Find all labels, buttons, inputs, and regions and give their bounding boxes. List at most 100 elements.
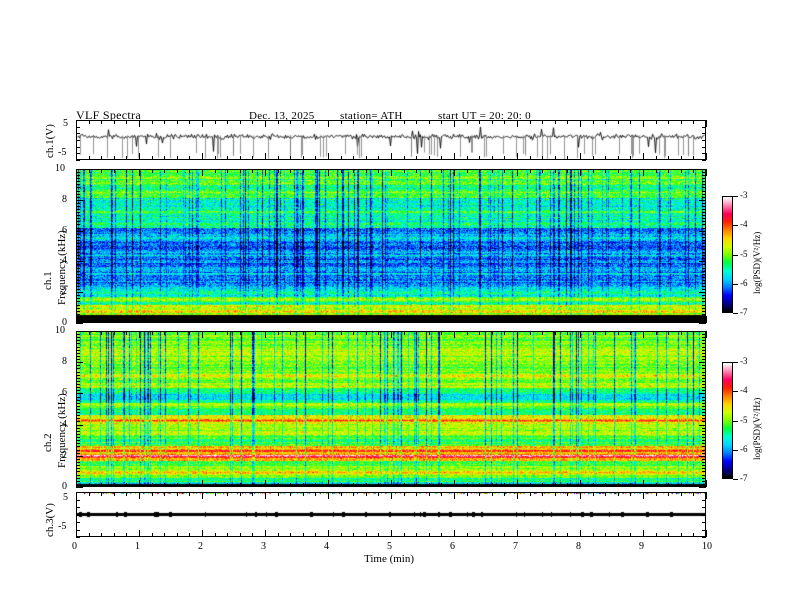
y-tick-ch3w-1 (76, 499, 80, 501)
x-tick-ch3wave-37 (542, 533, 544, 537)
y-tick-right-ch1w-4 (702, 146, 706, 148)
x-tick-ch3wave-42 (605, 533, 607, 537)
x-tick-top-ch1spec-40 (580, 169, 581, 176)
x-tick-ch1spec-15 (265, 316, 266, 323)
x-tick-top-ch1spec-38 (554, 169, 556, 173)
y-tick-right-ch2-28 (702, 399, 706, 401)
x-tick-top-ch1spec-45 (643, 169, 644, 176)
x-tick-top-ch1spec-36 (529, 169, 531, 173)
x-tick-ch1wave-4 (126, 156, 128, 160)
x-tick-ch1wave-14 (252, 156, 254, 160)
x-tick-top-ch2spec-9 (189, 331, 191, 335)
x-tick-label-7: 7 (513, 541, 518, 552)
y-tick-right-ch1-5 (702, 307, 706, 309)
y-tick-label-ch1-3: 6 (62, 224, 67, 236)
x-tick-top-ch2spec-30 (454, 331, 455, 338)
x-tick-ch1spec-10 (202, 316, 203, 323)
x-tick-top-ch3wave-19 (315, 492, 317, 496)
y-tick-ch1-15 (76, 276, 80, 278)
x-tick-top-ch2spec-41 (592, 331, 594, 335)
x-tick-ch1spec-34 (504, 319, 506, 323)
x-tick-top-ch2spec-17 (290, 331, 292, 335)
x-tick-top-ch1wave-39 (567, 120, 569, 124)
y-tick-right-ch1-7 (702, 301, 706, 303)
x-tick-top-ch1spec-46 (655, 169, 657, 173)
y-tick-ch1-17 (76, 270, 80, 272)
y-tick-ch1w-2 (76, 133, 80, 135)
x-tick-ch2spec-42 (605, 483, 607, 487)
y-tick-right-ch1-13 (702, 282, 706, 284)
x-tick-top-ch2spec-24 (378, 331, 380, 335)
x-tick-ch2spec-17 (290, 483, 292, 487)
cbar-tick-label-cb2-2: -5 (740, 414, 748, 425)
x-tick-ch1wave-47 (668, 156, 670, 160)
x-tick-top-ch1spec-35 (517, 169, 518, 176)
x-tick-label-3: 3 (261, 541, 266, 552)
y-tick-ch1-16 (76, 273, 80, 275)
x-tick-top-ch2spec-8 (176, 331, 178, 335)
x-tick-top-ch3wave-36 (529, 492, 531, 496)
y-tick-ch1-43 (76, 190, 80, 192)
x-tick-ch3wave-4 (126, 533, 128, 537)
y-tick-ch2-24 (76, 412, 80, 414)
y-tick-ch1-41 (76, 196, 80, 198)
x-tick-top-ch3wave-6 (151, 492, 153, 496)
x-tick-top-ch1wave-34 (504, 120, 506, 124)
x-tick-top-ch1spec-29 (441, 169, 443, 173)
x-tick-top-ch1wave-42 (605, 120, 607, 124)
x-tick-ch1spec-40 (580, 316, 581, 323)
x-tick-ch1spec-2 (101, 319, 103, 323)
y-tick-ch1-46 (76, 181, 80, 183)
x-tick-ch1spec-5 (139, 316, 140, 323)
x-tick-ch3wave-23 (365, 533, 367, 537)
x-tick-ch1spec-28 (428, 319, 430, 323)
x-tick-ch1spec-36 (529, 319, 531, 323)
colorbar-ch2 (722, 362, 733, 479)
cbar-tick-cb2-1 (733, 391, 738, 393)
y-tick-right-ch1-18 (702, 267, 706, 269)
x-tick-top-ch3wave-38 (554, 492, 556, 496)
y-tick-ch2-47 (76, 340, 80, 342)
x-tick-ch1wave-24 (378, 156, 380, 160)
x-tick-top-ch2spec-16 (277, 331, 279, 335)
x-tick-label-1: 1 (135, 541, 140, 552)
x-tick-ch1spec-7 (164, 319, 166, 323)
y-tick-right-ch2-33 (702, 384, 706, 386)
x-tick-ch3wave-15 (265, 530, 266, 537)
x-tick-ch3wave-2 (101, 533, 103, 537)
x-tick-top-ch1wave-48 (680, 120, 682, 124)
x-tick-top-ch1spec-34 (504, 169, 506, 173)
x-tick-top-ch1wave-8 (176, 120, 178, 124)
x-tick-ch2spec-31 (466, 483, 468, 487)
x-tick-ch3wave-46 (655, 533, 657, 537)
x-tick-ch1wave-13 (239, 156, 241, 160)
x-tick-ch1wave-28 (428, 156, 430, 160)
x-tick-ch1wave-1 (88, 156, 90, 160)
x-tick-top-ch3wave-1 (88, 492, 90, 496)
y-tick-right-ch2-18 (702, 430, 706, 432)
x-tick-ch3wave-8 (176, 533, 178, 537)
x-tick-ch1wave-36 (529, 156, 531, 160)
x-tick-ch3wave-31 (466, 533, 468, 537)
x-tick-top-ch2spec-37 (542, 331, 544, 335)
x-tick-ch2spec-37 (542, 483, 544, 487)
x-tick-top-ch1wave-50 (706, 120, 707, 127)
x-tick-ch3wave-10 (202, 530, 203, 537)
x-tick-top-ch1wave-11 (214, 120, 216, 124)
x-tick-ch2spec-14 (252, 483, 254, 487)
cbar-tick-label-cb2-0: -3 (740, 356, 748, 366)
x-tick-ch1spec-47 (668, 319, 670, 323)
x-tick-top-ch1wave-21 (340, 120, 342, 124)
x-tick-ch1spec-31 (466, 319, 468, 323)
ch1-spectrogram-channel-label: ch.1 (42, 271, 54, 290)
x-tick-ch1spec-27 (416, 319, 418, 323)
x-tick-ch1wave-30 (454, 153, 455, 160)
x-tick-label-0: 0 (72, 541, 77, 552)
x-tick-top-ch3wave-41 (592, 492, 594, 496)
x-tick-ch1wave-44 (630, 156, 632, 160)
x-tick-ch2spec-25 (391, 480, 392, 487)
y-tick-ch2-50 (76, 331, 83, 332)
y-tick-right-ch1-39 (702, 202, 706, 204)
x-tick-label-5: 5 (387, 541, 392, 552)
y-tick-right-ch1-25 (702, 246, 706, 247)
